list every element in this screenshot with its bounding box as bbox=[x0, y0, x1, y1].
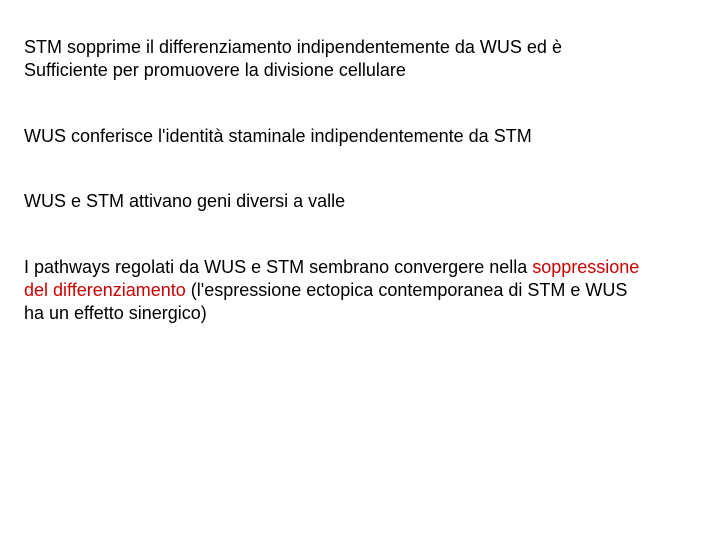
paragraph-pathways-converge: I pathways regolati da WUS e STM sembran… bbox=[24, 256, 696, 326]
text-line: Sufficiente per promuovere la divisione … bbox=[24, 60, 406, 80]
text-line: STM sopprime il differenziamento indipen… bbox=[24, 37, 562, 57]
text-line: ha un effetto sinergico) bbox=[24, 303, 207, 323]
paragraph-wus-identity: WUS conferisce l'identità staminale indi… bbox=[24, 125, 696, 148]
text-line: WUS conferisce l'identità staminale indi… bbox=[24, 126, 532, 146]
paragraph-wus-stm-genes: WUS e STM attivano geni diversi a valle bbox=[24, 190, 696, 213]
text-before-highlight: I pathways regolati da WUS e STM sembran… bbox=[24, 257, 532, 277]
text-line: WUS e STM attivano geni diversi a valle bbox=[24, 191, 345, 211]
text-after-highlight: (l'espressione ectopica contemporanea di… bbox=[186, 280, 628, 300]
highlight-text: soppressione bbox=[532, 257, 639, 277]
highlight-text: del differenziamento bbox=[24, 280, 186, 300]
paragraph-stm-suppression: STM sopprime il differenziamento indipen… bbox=[24, 36, 696, 83]
